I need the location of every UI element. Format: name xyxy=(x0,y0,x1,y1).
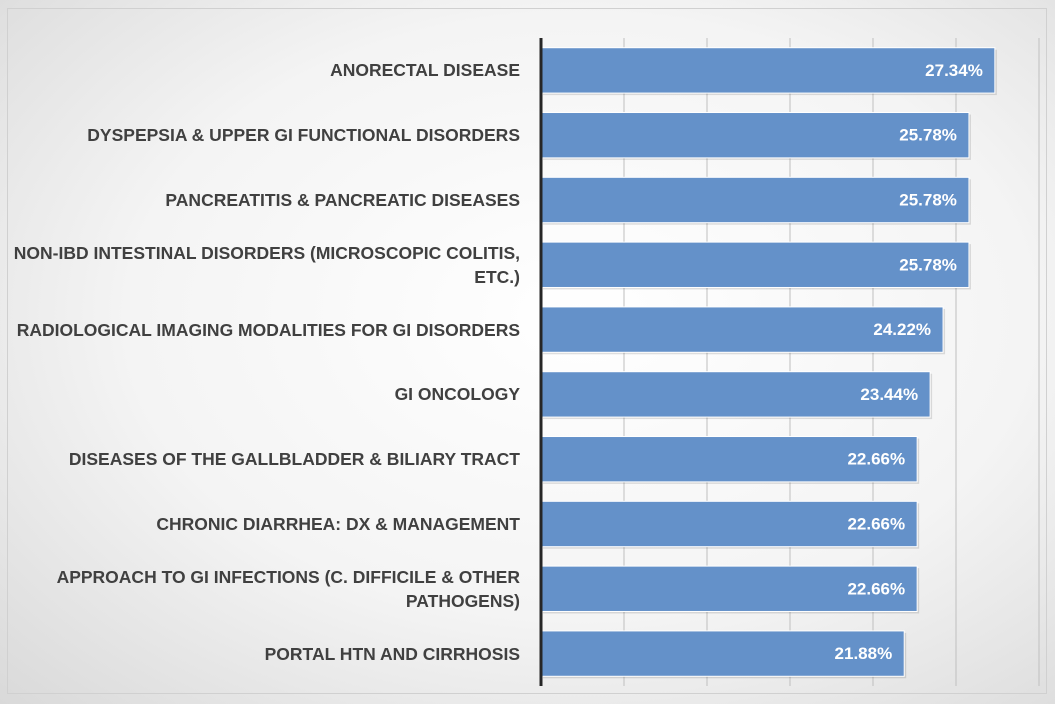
bar xyxy=(540,241,970,288)
bar xyxy=(540,371,931,418)
y-tick-label: CHRONIC DIARRHEA: DX & MANAGEMENT xyxy=(156,514,520,534)
value-label: 22.66% xyxy=(847,514,905,533)
bar xyxy=(540,112,970,159)
chart-frame xyxy=(7,8,1047,694)
bar xyxy=(540,47,996,94)
bar xyxy=(540,500,918,548)
bar xyxy=(540,176,970,224)
value-label: 27.34% xyxy=(925,61,983,80)
value-label: 22.66% xyxy=(847,450,905,469)
value-label: 23.44% xyxy=(860,385,918,404)
y-tick-label: DYSPEPSIA & UPPER GI FUNCTIONAL DISORDER… xyxy=(87,125,520,146)
y-tick-label: PORTAL HTN AND CIRRHOSIS xyxy=(264,643,520,664)
y-tick-label: RADIOLOGICAL IMAGING MODALITIES FOR GI D… xyxy=(16,319,520,340)
y-tick-label: NON-IBD INTESTINAL DISORDERS (MICROSCOPI… xyxy=(13,242,520,287)
y-tick-label: PANCREATITIS & PANCREATIC DISEASES xyxy=(165,190,520,210)
value-label: 25.78% xyxy=(899,126,957,145)
value-label: 21.88% xyxy=(835,644,893,663)
y-tick-label: GI ONCOLOGY xyxy=(394,384,520,405)
y-tick-label: DISEASES OF THE GALLBLADDER & BILIARY TR… xyxy=(68,449,520,470)
value-label: 25.78% xyxy=(899,255,957,274)
y-tick-label: ANORECTAL DISEASE xyxy=(330,60,520,81)
bar xyxy=(540,565,918,612)
bar xyxy=(540,630,905,677)
value-label: 22.66% xyxy=(847,579,905,598)
value-label: 24.22% xyxy=(873,320,931,339)
value-label: 25.78% xyxy=(899,190,957,209)
bar xyxy=(540,436,918,483)
y-tick-label: APPROACH TO GI INFECTIONS (C. DIFFICILE … xyxy=(56,566,520,611)
